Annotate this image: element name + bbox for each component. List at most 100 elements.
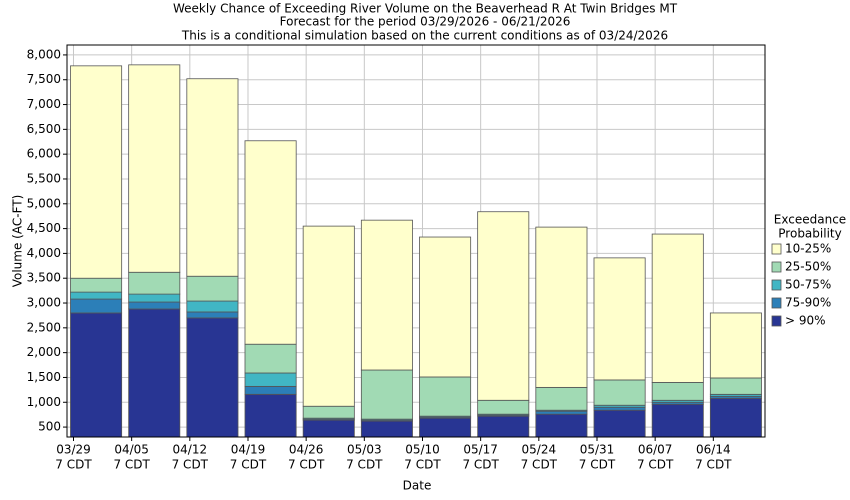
x-tick-label: 05/03 bbox=[347, 443, 382, 457]
x-tick-sublabel: 7 CDT bbox=[288, 458, 325, 472]
chart-note: This is a conditional simulation based o… bbox=[181, 29, 668, 43]
y-tick-label: 2,000 bbox=[27, 345, 61, 359]
legend-title: Exceedance bbox=[774, 213, 846, 227]
x-tick-label: 05/24 bbox=[522, 443, 557, 457]
y-tick-label: 4,500 bbox=[27, 221, 61, 235]
y-tick-label: 4,000 bbox=[27, 246, 61, 260]
bar-segment bbox=[651, 403, 704, 438]
bar-segment bbox=[593, 257, 646, 381]
bar-segment bbox=[593, 409, 646, 438]
x-tick-label: 05/10 bbox=[405, 443, 440, 457]
y-tick-label: 3,000 bbox=[27, 296, 61, 310]
bar-segment bbox=[70, 277, 123, 293]
x-tick-sublabel: 7 CDT bbox=[637, 458, 674, 472]
x-tick-sublabel: 7 CDT bbox=[55, 458, 92, 472]
bar-segment bbox=[302, 405, 355, 419]
bar-segment bbox=[477, 399, 530, 415]
legend-swatch bbox=[771, 297, 782, 309]
bar-segment bbox=[70, 298, 123, 314]
bar-segment bbox=[419, 376, 472, 417]
x-tick-sublabel: 7 CDT bbox=[579, 458, 616, 472]
legend-swatch bbox=[771, 261, 782, 273]
x-tick-label: 06/07 bbox=[638, 443, 673, 457]
bar-segment bbox=[477, 211, 530, 401]
x-tick-label: 04/12 bbox=[173, 443, 208, 457]
bar-segment bbox=[360, 219, 413, 371]
bar-segment bbox=[128, 301, 181, 310]
y-tick-label: 5,000 bbox=[27, 196, 61, 210]
y-tick-label: 7,500 bbox=[27, 72, 61, 86]
legend-label: 25-50% bbox=[785, 260, 831, 274]
bar-segment bbox=[70, 65, 123, 279]
x-tick-sublabel: 7 CDT bbox=[346, 458, 383, 472]
y-tick-label: 5,500 bbox=[27, 171, 61, 185]
x-tick-label: 04/26 bbox=[289, 443, 324, 457]
bar-segment bbox=[128, 308, 181, 438]
bar-segment bbox=[709, 377, 762, 395]
y-tick-label: 8,000 bbox=[27, 47, 61, 61]
plot-area bbox=[67, 45, 765, 437]
bar-segment bbox=[593, 406, 646, 411]
bar-segment bbox=[419, 236, 472, 378]
y-tick-label: 500 bbox=[38, 420, 61, 434]
bar-segment bbox=[128, 293, 181, 303]
x-tick-sublabel: 7 CDT bbox=[462, 458, 499, 472]
legend-label: 50-75% bbox=[785, 278, 831, 292]
x-tick-sublabel: 7 CDT bbox=[521, 458, 558, 472]
bar-segment bbox=[244, 140, 297, 345]
bar-segment bbox=[128, 64, 181, 273]
plot-border bbox=[66, 44, 766, 438]
legend-label: 75-90% bbox=[785, 296, 831, 310]
legend-swatch bbox=[771, 279, 782, 291]
x-tick-sublabel: 7 CDT bbox=[230, 458, 267, 472]
x-tick-sublabel: 7 CDT bbox=[695, 458, 732, 472]
legend-label: 10-25% bbox=[785, 242, 831, 256]
y-axis-label: Volume (AC-FT) bbox=[11, 195, 25, 288]
bar-segment bbox=[302, 225, 355, 407]
x-tick-label: 04/05 bbox=[114, 443, 149, 457]
bar-segment bbox=[186, 78, 239, 277]
x-tick-label: 05/17 bbox=[463, 443, 498, 457]
chart-title: Weekly Chance of Exceeding River Volume … bbox=[173, 2, 678, 16]
bar-segment bbox=[244, 372, 297, 387]
x-tick-sublabel: 7 CDT bbox=[172, 458, 209, 472]
x-tick-label: 06/14 bbox=[696, 443, 731, 457]
y-tick-label: 1,000 bbox=[27, 395, 61, 409]
y-tick-label: 6,000 bbox=[27, 147, 61, 161]
bar-segment bbox=[244, 385, 297, 395]
bar-segment bbox=[593, 379, 646, 406]
legend-label: > 90% bbox=[785, 314, 826, 328]
y-tick-label: 7,000 bbox=[27, 97, 61, 111]
bar-segment bbox=[651, 382, 704, 401]
bar-segment bbox=[186, 300, 239, 313]
y-tick-label: 1,500 bbox=[27, 370, 61, 384]
legend-swatch bbox=[771, 315, 782, 327]
y-tick-label: 3,500 bbox=[27, 271, 61, 285]
bar-segment bbox=[244, 343, 297, 374]
bar-segment bbox=[70, 291, 123, 300]
chart-subtitle: Forecast for the period 03/29/2026 - 06/… bbox=[280, 15, 571, 29]
legend-swatch bbox=[771, 243, 782, 255]
x-tick-label: 05/31 bbox=[580, 443, 615, 457]
bar-segment bbox=[419, 417, 472, 438]
x-tick-label: 04/19 bbox=[231, 443, 266, 457]
bar-segment bbox=[535, 386, 588, 411]
bar-segment bbox=[535, 410, 588, 415]
bar-segment bbox=[651, 233, 704, 383]
x-axis-label: Date bbox=[403, 479, 432, 493]
x-tick-label: 03/29 bbox=[56, 443, 91, 457]
x-tick-sublabel: 7 CDT bbox=[113, 458, 150, 472]
bar-segment bbox=[302, 419, 355, 438]
bar-segment bbox=[709, 397, 762, 438]
bar-segment bbox=[535, 226, 588, 388]
bar-segment bbox=[360, 369, 413, 420]
bar-segment bbox=[70, 312, 123, 438]
bar-segment bbox=[186, 317, 239, 438]
x-tick-sublabel: 7 CDT bbox=[404, 458, 441, 472]
bar-segment bbox=[360, 420, 413, 438]
y-tick-label: 2,500 bbox=[27, 320, 61, 334]
bar-segment bbox=[244, 393, 297, 438]
bar-segment bbox=[477, 415, 530, 438]
legend-title: Probability bbox=[778, 227, 841, 241]
bar-segment bbox=[128, 271, 181, 295]
